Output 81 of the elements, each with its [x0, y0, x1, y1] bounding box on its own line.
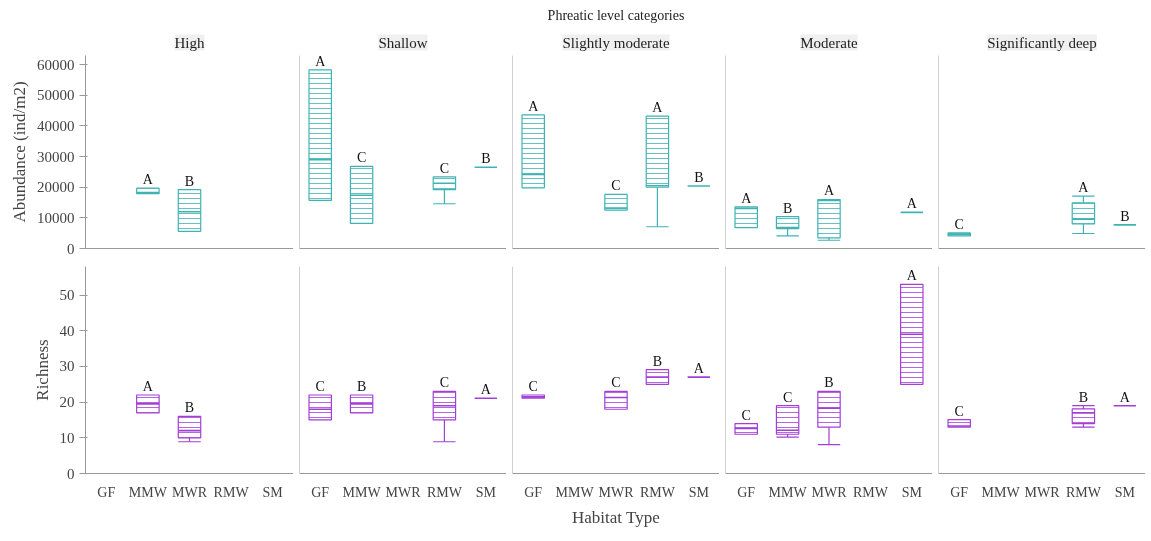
x-tick-label: SM — [688, 484, 710, 500]
x-tick-label: MWR — [598, 484, 635, 500]
x-tick-label: GF — [524, 484, 543, 500]
annotation: C — [315, 378, 325, 394]
y-tick-label: 0 — [67, 240, 75, 257]
annotation: C — [954, 403, 964, 419]
annotation: C — [439, 375, 450, 391]
chart-title: Significantly deep — [987, 34, 1097, 51]
x-tick-label: RMW — [426, 484, 463, 500]
annotation: C — [528, 378, 538, 394]
annotation: B — [652, 353, 663, 369]
x-tick-label: MMW — [342, 484, 382, 500]
annotation: A — [741, 190, 753, 206]
annotation: B — [1120, 208, 1130, 224]
y-axis-title: Richness — [32, 339, 52, 401]
annotation: B — [1078, 389, 1089, 405]
x-tick-label: MWR — [811, 484, 848, 500]
annotation: B — [184, 173, 195, 189]
y-tick-label: 10 — [59, 429, 75, 446]
y-tick-label: 60000 — [37, 56, 75, 73]
annotation: A — [142, 378, 154, 394]
y-tick-label: 20000 — [37, 179, 75, 196]
annotation: B — [824, 375, 834, 391]
annotation: A — [1078, 180, 1090, 196]
y-tick-label: 30 — [59, 358, 75, 375]
x-tick-label: MWR — [172, 484, 208, 500]
annotation: C — [611, 178, 621, 194]
x-axis-title: Habitat Type — [571, 507, 660, 527]
y-tick-label: 50000 — [37, 87, 75, 104]
annotation: B — [782, 200, 793, 216]
x-tick-label: RMW — [639, 484, 676, 500]
x-tick-label: SM — [1114, 484, 1136, 500]
x-tick-label: GF — [97, 484, 116, 500]
chart-subtitle: Phreatic level categories — [547, 7, 685, 23]
x-tick-label: MMW — [981, 484, 1021, 500]
x-tick-label: SM — [475, 484, 497, 500]
y-tick-label: 0 — [67, 465, 75, 482]
annotation: A — [906, 268, 918, 284]
x-tick-label: RMW — [213, 484, 250, 500]
annotation: B — [481, 151, 491, 167]
x-tick-label: MWR — [1024, 484, 1061, 500]
x-tick-label: GF — [737, 484, 756, 500]
x-tick-label: MMW — [128, 484, 168, 500]
annotation: A — [652, 100, 664, 116]
annotation: A — [480, 382, 492, 398]
x-tick-label: SM — [901, 484, 923, 500]
annotation: A — [315, 53, 327, 69]
y-tick-label: 30000 — [37, 148, 75, 165]
annotation: A — [1119, 389, 1131, 405]
annotation: C — [741, 407, 751, 423]
chart-title: Slightly moderate — [562, 34, 670, 51]
annotation: A — [528, 98, 540, 114]
x-tick-label: RMW — [1065, 484, 1102, 500]
annotation: A — [906, 196, 918, 212]
annotation: A — [693, 361, 705, 377]
y-tick-label: 10000 — [37, 209, 75, 226]
annotation: C — [782, 389, 793, 405]
y-axis-title: Abundance (ind/m2) — [10, 81, 29, 223]
chart-title: High — [174, 34, 205, 51]
annotation: A — [142, 172, 154, 188]
y-tick-label: 40 — [59, 322, 75, 339]
annotation: C — [439, 160, 450, 176]
x-tick-label: SM — [262, 484, 284, 500]
y-tick-label: 50 — [59, 287, 75, 304]
x-tick-label: MWR — [385, 484, 422, 500]
annotation: C — [356, 150, 367, 166]
x-tick-label: RMW — [852, 484, 889, 500]
annotation: C — [954, 216, 964, 232]
chart-title: Shallow — [378, 34, 428, 51]
annotation: B — [694, 170, 704, 185]
annotation: C — [611, 375, 621, 391]
chart-title: Moderate — [800, 34, 859, 51]
x-tick-label: GF — [950, 484, 969, 500]
x-tick-label: GF — [311, 484, 330, 500]
x-tick-label: MMW — [768, 484, 808, 500]
annotation: A — [823, 183, 835, 199]
y-tick-label: 40000 — [37, 117, 75, 134]
y-tick-label: 20 — [59, 394, 75, 411]
annotation: B — [184, 400, 195, 416]
annotation: B — [356, 378, 367, 394]
x-tick-label: MMW — [555, 484, 595, 500]
